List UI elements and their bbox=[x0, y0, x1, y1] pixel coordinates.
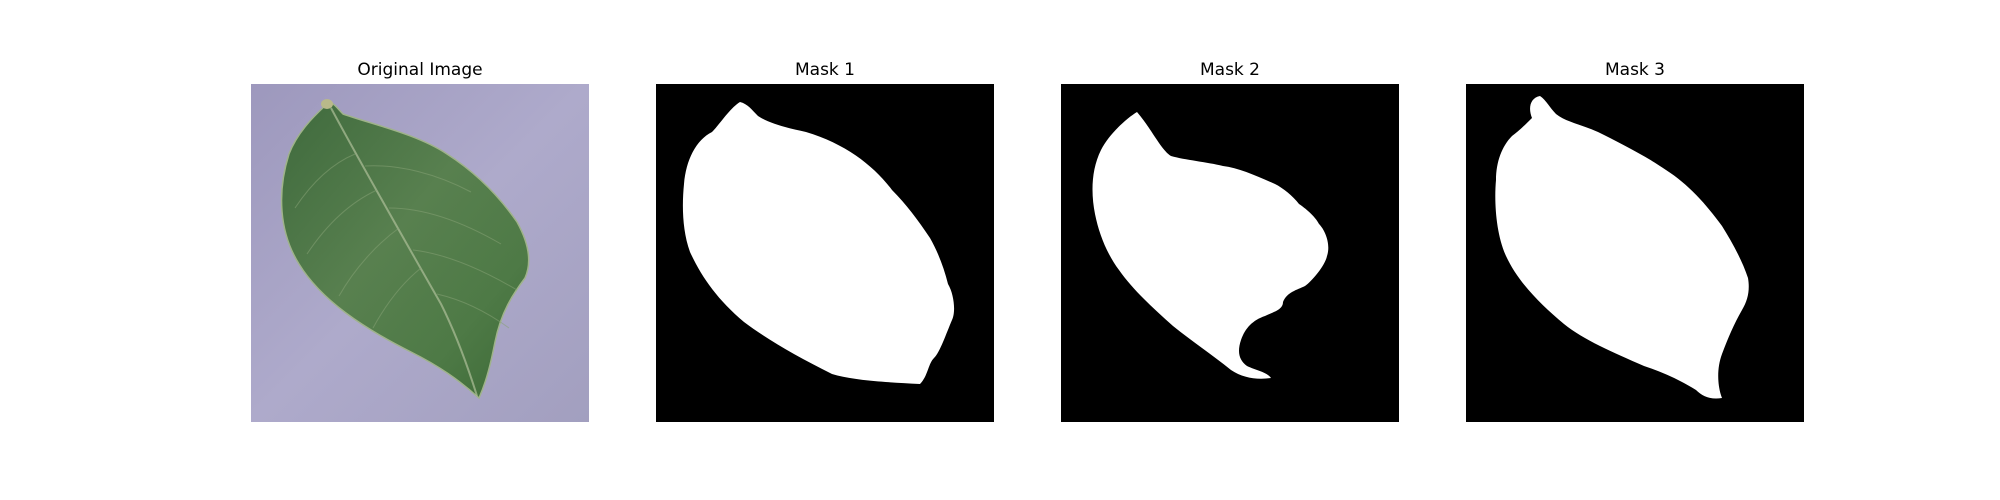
original-image bbox=[251, 84, 589, 422]
mask-1-panel: Mask 1 bbox=[656, 56, 994, 422]
panel-title: Mask 2 bbox=[1199, 60, 1260, 80]
original-image-panel: Original Image bbox=[251, 56, 589, 422]
mask-3-image bbox=[1466, 84, 1804, 422]
panel-title: Mask 1 bbox=[794, 60, 855, 80]
panel-title: Mask 3 bbox=[1604, 60, 1665, 80]
panel-title: Original Image bbox=[357, 60, 483, 80]
mask-3-panel: Mask 3 bbox=[1466, 56, 1804, 422]
mask-2-panel: Mask 2 bbox=[1061, 56, 1399, 422]
mask-1-image bbox=[656, 84, 994, 422]
mask-2-image bbox=[1061, 84, 1399, 422]
